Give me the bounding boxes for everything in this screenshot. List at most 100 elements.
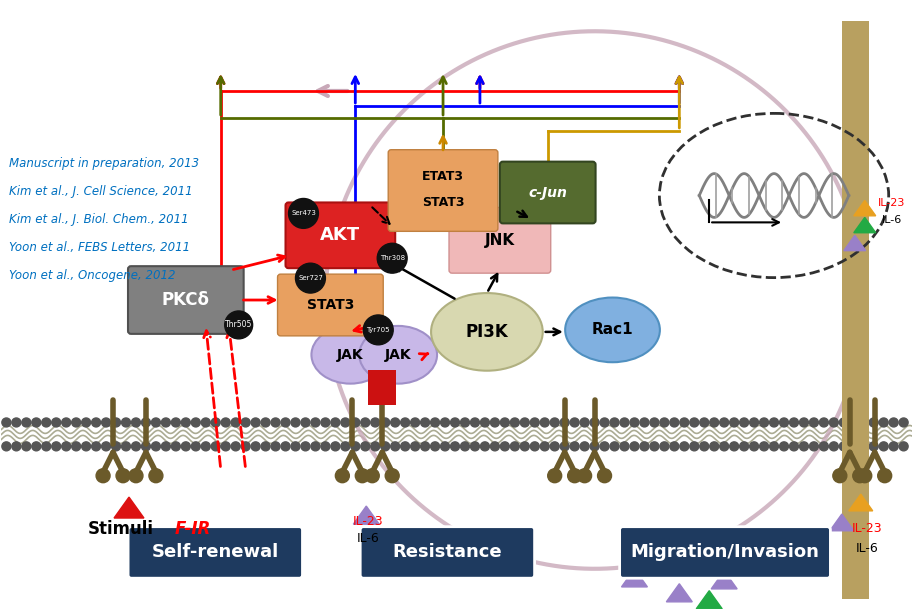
Circle shape xyxy=(341,442,350,451)
Circle shape xyxy=(62,418,70,427)
Circle shape xyxy=(381,442,390,451)
FancyBboxPatch shape xyxy=(842,21,869,598)
Ellipse shape xyxy=(431,293,542,371)
Circle shape xyxy=(351,442,360,451)
Circle shape xyxy=(690,418,698,427)
Circle shape xyxy=(600,418,609,427)
Text: F-IR: F-IR xyxy=(174,520,211,538)
Circle shape xyxy=(600,442,609,451)
Circle shape xyxy=(401,442,410,451)
Text: Yoon et al., FEBS Letters, 2011: Yoon et al., FEBS Letters, 2011 xyxy=(9,241,191,254)
Circle shape xyxy=(570,442,579,451)
Circle shape xyxy=(271,442,280,451)
Circle shape xyxy=(810,418,818,427)
Circle shape xyxy=(385,468,399,483)
Circle shape xyxy=(331,442,340,451)
Circle shape xyxy=(320,418,330,427)
Circle shape xyxy=(853,468,866,483)
Text: JAK: JAK xyxy=(385,348,412,362)
Circle shape xyxy=(551,442,559,451)
Circle shape xyxy=(52,418,60,427)
Text: Self-renewal: Self-renewal xyxy=(152,544,278,561)
Circle shape xyxy=(740,442,749,451)
FancyBboxPatch shape xyxy=(388,149,498,231)
Circle shape xyxy=(81,418,90,427)
Circle shape xyxy=(421,442,430,451)
Circle shape xyxy=(510,418,519,427)
Text: Thr505: Thr505 xyxy=(225,320,252,329)
Circle shape xyxy=(296,263,325,293)
Circle shape xyxy=(131,418,141,427)
Circle shape xyxy=(261,418,270,427)
Circle shape xyxy=(81,442,90,451)
Text: Manuscript in preparation, 2013: Manuscript in preparation, 2013 xyxy=(9,157,199,170)
Circle shape xyxy=(800,418,808,427)
Circle shape xyxy=(540,418,550,427)
Circle shape xyxy=(391,442,400,451)
Circle shape xyxy=(52,442,60,451)
Circle shape xyxy=(401,418,410,427)
Circle shape xyxy=(598,468,612,483)
Polygon shape xyxy=(697,590,722,609)
Circle shape xyxy=(311,418,320,427)
Circle shape xyxy=(365,468,379,483)
Circle shape xyxy=(760,418,769,427)
Circle shape xyxy=(221,442,230,451)
Circle shape xyxy=(630,442,639,451)
Circle shape xyxy=(699,418,708,427)
Circle shape xyxy=(829,442,838,451)
FancyBboxPatch shape xyxy=(500,162,595,223)
Circle shape xyxy=(858,468,872,483)
Circle shape xyxy=(879,442,888,451)
Circle shape xyxy=(182,418,190,427)
Circle shape xyxy=(590,418,599,427)
Circle shape xyxy=(740,418,749,427)
Polygon shape xyxy=(849,494,873,511)
Circle shape xyxy=(780,418,789,427)
Circle shape xyxy=(859,442,868,451)
Circle shape xyxy=(839,418,848,427)
Circle shape xyxy=(371,418,380,427)
Circle shape xyxy=(551,418,559,427)
Circle shape xyxy=(96,468,110,483)
Circle shape xyxy=(361,442,370,451)
Circle shape xyxy=(335,468,350,483)
Circle shape xyxy=(241,418,250,427)
FancyBboxPatch shape xyxy=(278,274,383,336)
Circle shape xyxy=(116,468,130,483)
Circle shape xyxy=(580,442,589,451)
Circle shape xyxy=(869,418,878,427)
Circle shape xyxy=(201,418,210,427)
Circle shape xyxy=(101,442,110,451)
Circle shape xyxy=(377,243,407,273)
Polygon shape xyxy=(830,514,854,531)
Circle shape xyxy=(729,442,739,451)
Circle shape xyxy=(42,418,51,427)
Circle shape xyxy=(149,468,163,483)
Circle shape xyxy=(530,442,540,451)
Circle shape xyxy=(62,442,70,451)
Text: ΕTAT3: ΕTAT3 xyxy=(422,170,464,183)
Circle shape xyxy=(32,442,41,451)
Circle shape xyxy=(750,442,759,451)
Circle shape xyxy=(899,442,908,451)
Text: Kim et al., J. Cell Science, 2011: Kim et al., J. Cell Science, 2011 xyxy=(9,185,193,198)
Circle shape xyxy=(849,442,858,451)
Text: JNK: JNK xyxy=(485,233,515,248)
Ellipse shape xyxy=(360,326,437,384)
Circle shape xyxy=(460,442,469,451)
Circle shape xyxy=(800,442,808,451)
Circle shape xyxy=(192,442,200,451)
Circle shape xyxy=(431,442,439,451)
Polygon shape xyxy=(844,235,866,251)
Text: Ser473: Ser473 xyxy=(291,210,316,217)
Circle shape xyxy=(480,442,489,451)
Circle shape xyxy=(391,418,400,427)
Circle shape xyxy=(500,418,509,427)
Polygon shape xyxy=(666,584,692,602)
Circle shape xyxy=(780,442,789,451)
Circle shape xyxy=(111,442,121,451)
Circle shape xyxy=(650,418,659,427)
Circle shape xyxy=(231,442,240,451)
Circle shape xyxy=(192,418,200,427)
